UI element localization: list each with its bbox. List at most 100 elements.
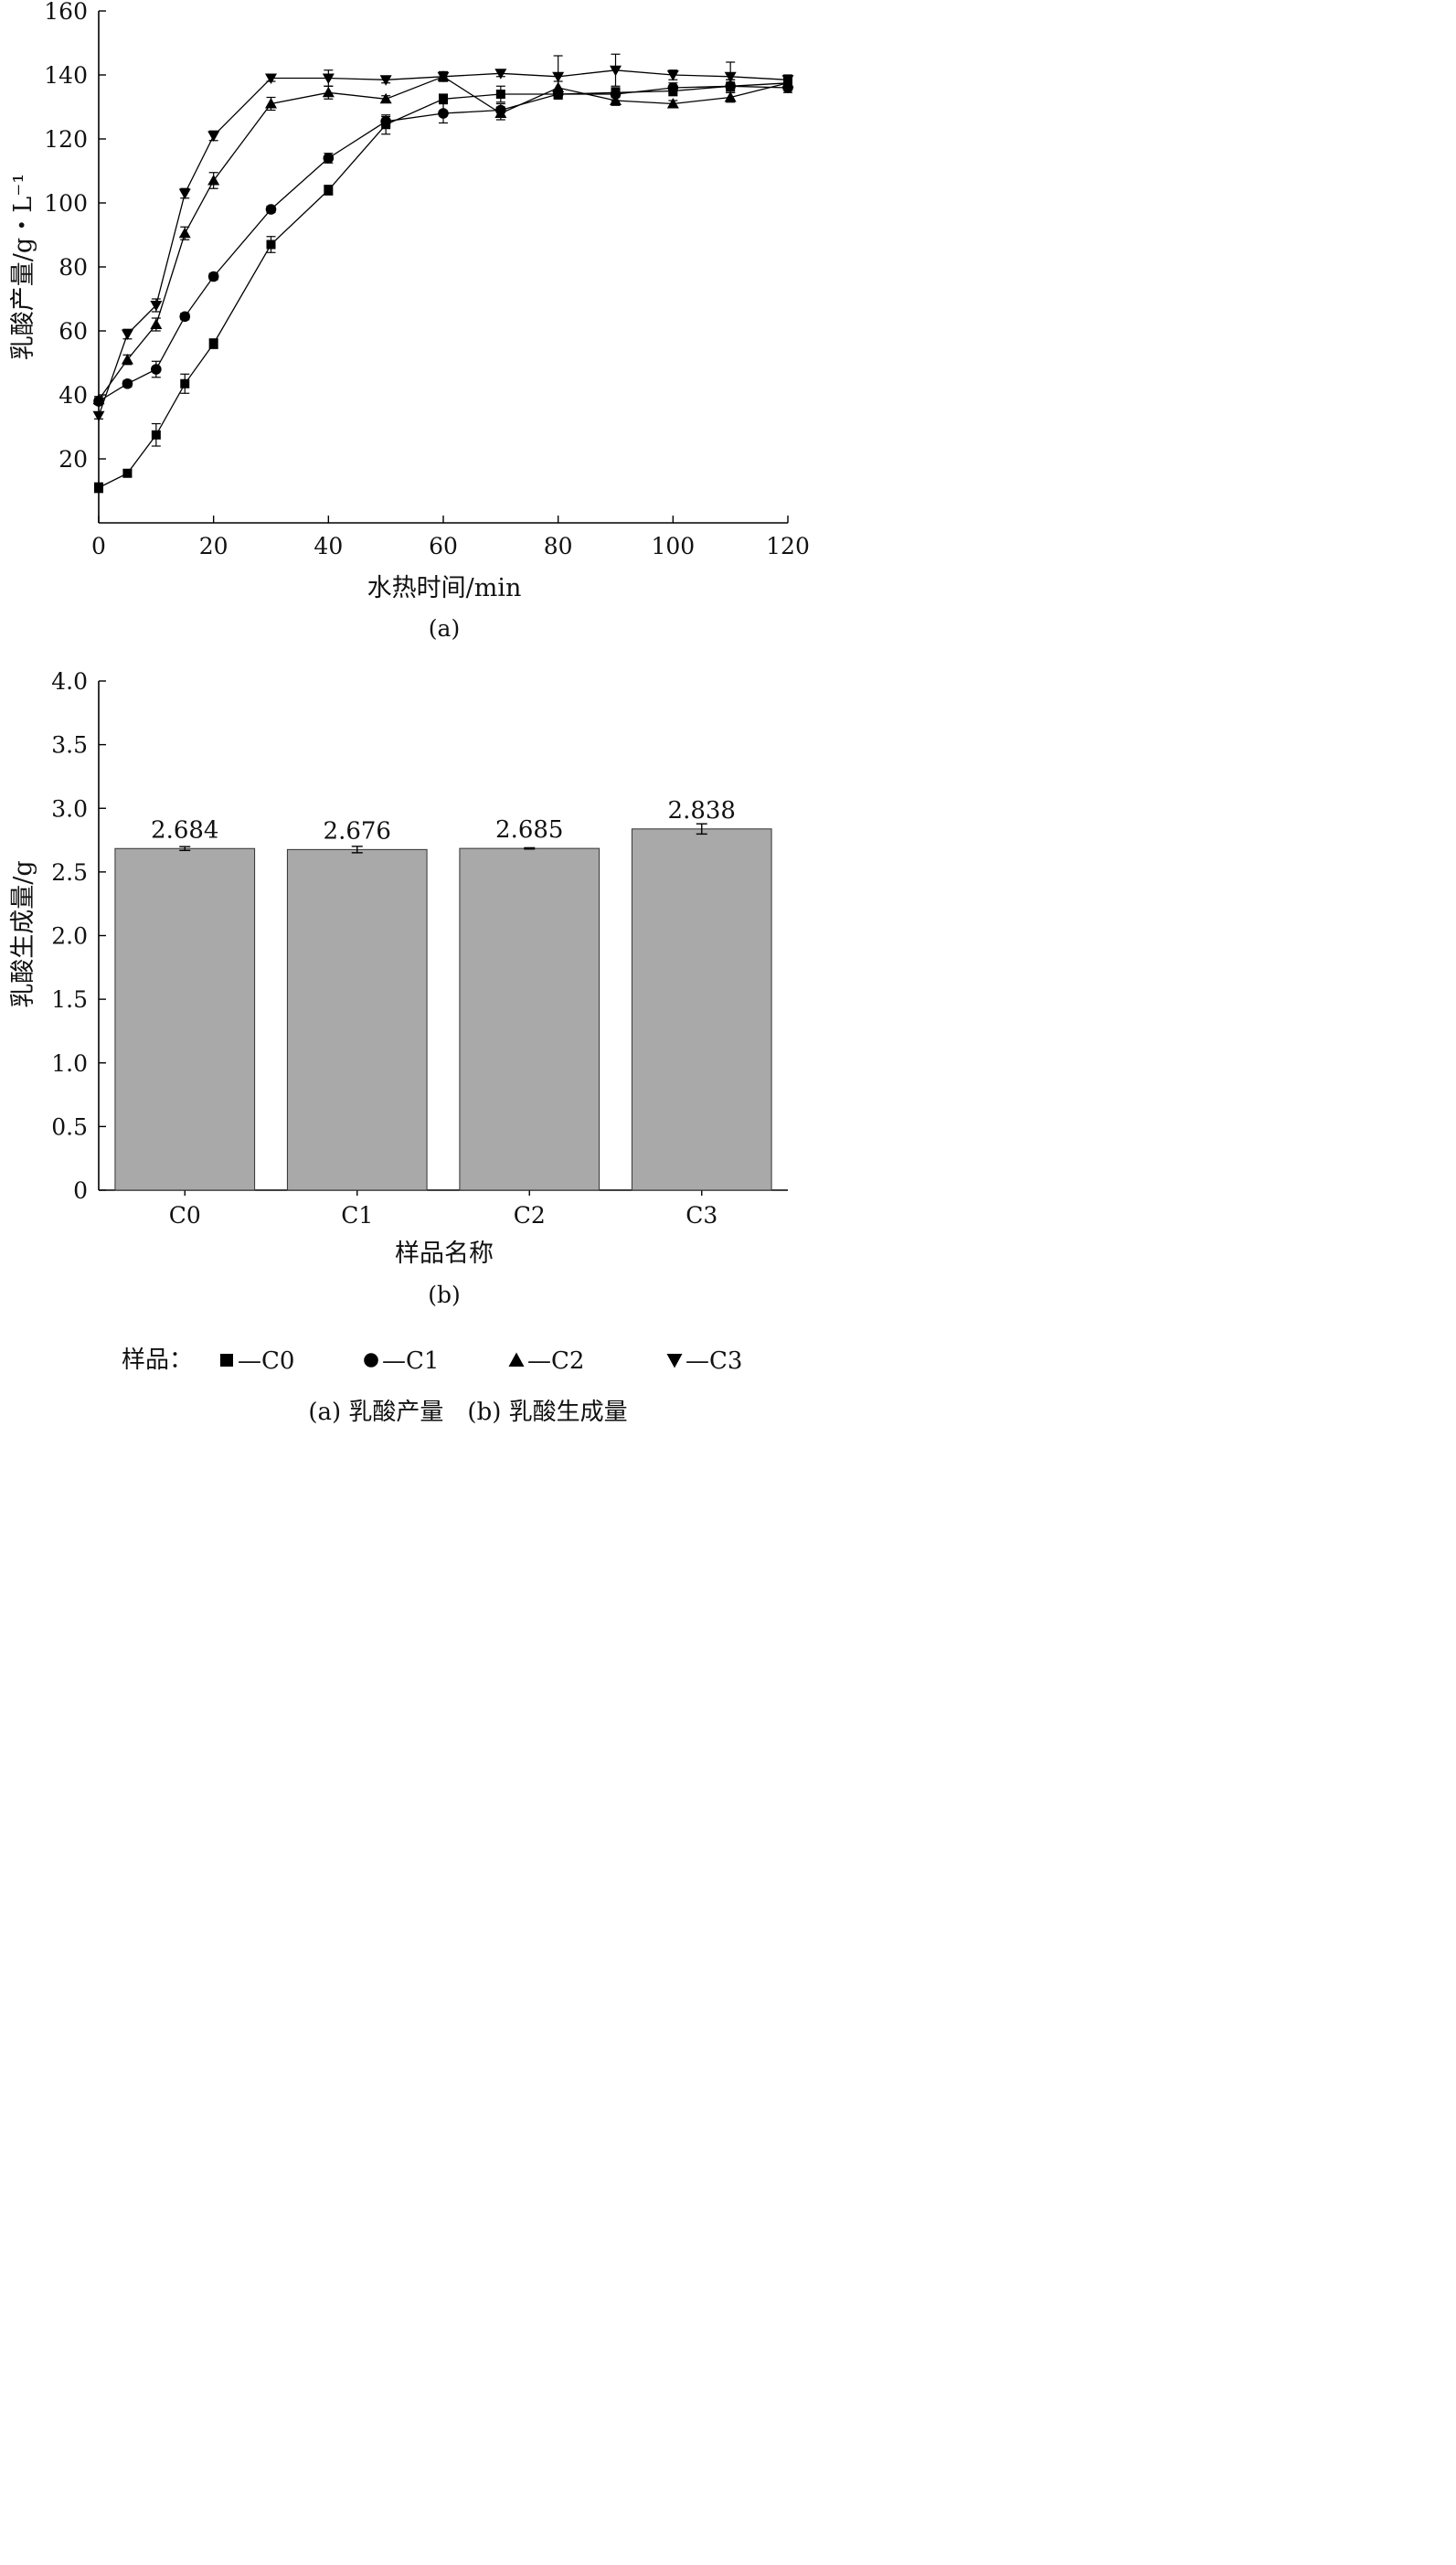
bar-value-label: 2.685 [495,816,563,844]
legend-entry-c1: —C1 [364,1347,439,1375]
data-point-c2 [207,175,220,186]
data-point-c1 [323,153,335,164]
data-point-c2 [121,354,133,365]
legend-label: —C2 [527,1347,584,1375]
y-axis-title-a: 乳酸产量/g・L⁻¹ [9,174,37,360]
data-point-c3 [207,131,220,142]
data-point-c2 [92,393,105,405]
y-tick-label-a: 20 [58,446,88,473]
data-point-c3 [178,188,191,199]
bar-chart-panel-b: 00.51.01.52.02.53.03.54.0C0 C1 C2 C3 2.684 2… [9,668,788,1308]
legend-label: —C0 [238,1347,294,1375]
x-tick-label-b: C1 [341,1202,373,1229]
data-point-c3 [724,71,737,83]
data-point-c3 [379,75,392,86]
data-point-c0 [495,90,505,99]
data-point-c2 [322,86,335,98]
data-point-c3 [494,69,507,80]
data-point-c2 [150,318,163,329]
series-line-c2 [98,76,789,400]
y-tick-label-b: 3.5 [51,732,88,759]
data-point-c1 [610,89,622,100]
data-point-c3 [781,75,794,86]
data-point-c2 [494,107,507,118]
x-axis-title-b: 样品名称 [395,1240,494,1268]
bar-chart-ticks: 0 0.5 1.0 1.5 2.0 2.5 3.0 3.5 4.0 C0 C1 C2 C3 [51,668,717,1229]
data-point-c0 [266,239,276,250]
legend-entry-c3: —C3 [666,1347,742,1375]
y-tick-label-b: 2.5 [51,859,88,886]
line-chart-panel-a: 0 20 40 60 80 100 120 20 40 60 80 100 120 140 160 水热时间… [9,0,810,642]
data-point-c1 [265,204,277,215]
data-point-c3 [666,70,679,81]
series-c3 [92,53,794,422]
x-tick-label-a: 0 [91,533,106,559]
data-point-c2 [265,98,277,109]
line-chart-series [92,53,794,494]
bar-value-label: 2.676 [324,817,391,845]
legend-entry-c0: —C0 [220,1347,294,1375]
x-tick-label-a: 80 [544,533,573,559]
data-point-c2 [724,91,737,102]
data-point-c1 [438,108,449,119]
y-tick-label-b: 1.5 [51,986,88,1013]
data-point-c2 [178,227,191,239]
bar-chart-bars: 2.684 2.676 2.685 2.838 [114,797,772,1191]
legend-marker-circle-icon [364,1353,378,1368]
x-tick-label-b: C3 [685,1202,717,1229]
y-tick-label-b: 0 [73,1177,88,1204]
y-tick-label-a: 80 [58,254,88,281]
bar-c3 [631,828,772,1191]
data-point-c0 [180,378,190,388]
series-c0 [94,78,792,494]
y-tick-label-a: 160 [44,0,88,25]
panel-caption-b: (b) [428,1282,461,1308]
x-tick-label-b: C0 [169,1202,201,1229]
data-point-c2 [666,98,679,109]
series-line-c1 [98,85,789,402]
data-point-c3 [150,301,163,312]
data-point-c0 [439,94,448,104]
x-axis-title-a: 水热时间/min [367,574,522,602]
data-point-c2 [610,94,622,105]
data-point-c0 [122,468,133,478]
data-point-c1 [380,115,391,127]
figure-caption: (a) 乳酸产量 (b) 乳酸生成量 [308,1399,627,1426]
panel-caption-a: (a) [429,615,460,642]
bar-value-label: 2.838 [668,797,736,825]
data-point-c0 [94,483,103,493]
data-point-c1 [122,378,133,389]
data-point-c0 [151,430,161,440]
bar-c1 [286,848,428,1191]
legend-marker-square-icon [220,1354,233,1367]
data-point-c2 [379,92,392,104]
data-point-c3 [610,65,622,77]
data-point-c3 [552,71,565,83]
data-point-c1 [207,271,219,282]
y-tick-label-a: 100 [44,190,88,217]
figure: 0 20 40 60 80 100 120 20 40 60 80 100 120 140 160 水热时间… [9,0,810,1426]
data-point-c1 [179,311,191,323]
data-point-c3 [121,329,133,340]
y-tick-label-b: 3.0 [51,795,88,822]
y-tick-label-a: 140 [44,62,88,89]
data-point-c3 [322,73,335,84]
bar-c2 [459,847,600,1191]
series-line-c0 [98,82,789,489]
legend-entry-c2: —C2 [508,1347,584,1375]
bar-value-label: 2.684 [151,816,218,844]
y-axis-title-b: 乳酸生成量/g [9,860,37,1007]
data-point-c0 [208,339,218,348]
data-point-c1 [667,82,679,93]
x-tick-label-a: 60 [429,533,458,559]
y-tick-label-a: 60 [58,318,88,345]
x-tick-label-a: 40 [314,533,343,559]
x-tick-label-a: 120 [766,533,810,559]
series-c1 [93,79,793,407]
legend-title: 样品： [122,1346,193,1374]
y-tick-label-b: 4.0 [51,668,88,695]
y-tick-label-b: 0.5 [51,1113,88,1140]
bar-c0 [114,847,256,1191]
data-point-c3 [437,71,450,83]
legend-marker-triangle-up-icon [508,1352,525,1367]
